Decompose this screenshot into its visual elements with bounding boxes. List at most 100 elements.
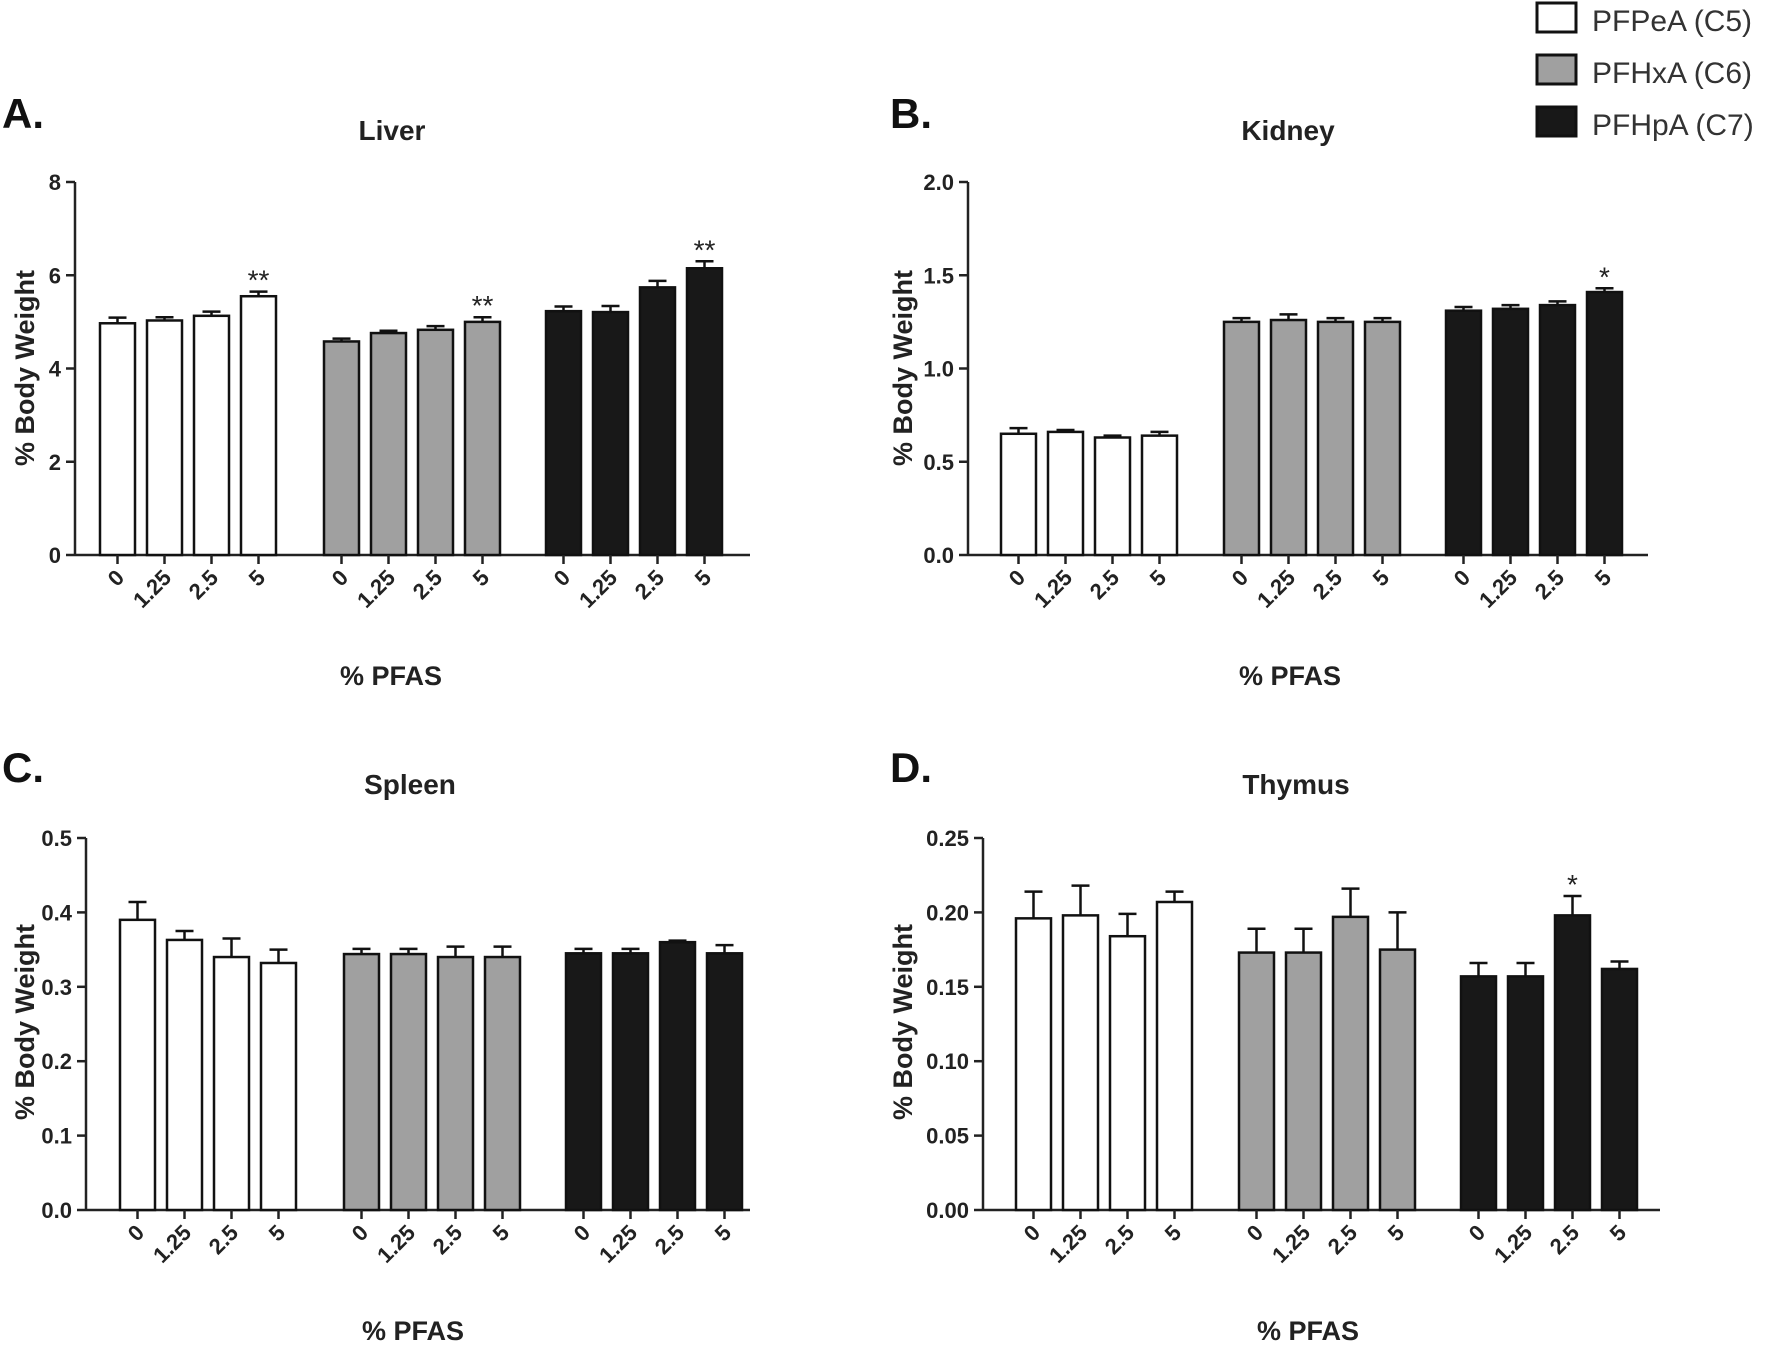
bar [369, 331, 408, 557]
y-tick-label: 0.2 [41, 1049, 72, 1074]
x-tick-label: 2.5 [1530, 565, 1569, 604]
y-axis-label: % Body Weight [888, 924, 918, 1120]
significance-marker: * [1567, 869, 1578, 900]
x-tick-label: 5 [1160, 1220, 1186, 1246]
x-axis-label: % PFAS [362, 1316, 464, 1346]
bar [165, 938, 204, 1212]
x-tick-label: 2.5 [1308, 565, 1347, 604]
bar [1378, 948, 1417, 1212]
x-tick-label: 1.25 [1267, 1220, 1315, 1268]
y-tick-label: 0.5 [923, 450, 954, 475]
y-tick-label: 6 [49, 263, 61, 288]
legend: PFPeA (C5) PFHxA (C6) PFHpA (C7) [1535, 1, 1754, 142]
bar [1093, 436, 1132, 557]
significance-marker: ** [694, 234, 716, 265]
y-tick-label: 0.5 [41, 826, 72, 851]
y-tick-label: 0.1 [41, 1124, 72, 1149]
x-tick-label: 1.25 [128, 565, 176, 613]
bar [1237, 951, 1276, 1212]
x-tick-label: 0 [347, 1220, 373, 1246]
x-tick-label: 5 [1368, 565, 1394, 591]
y-axis-label: % Body Weight [10, 270, 40, 466]
x-tick-label: 0 [327, 565, 353, 591]
bar [259, 961, 298, 1212]
bar [1538, 303, 1577, 557]
bar [436, 955, 475, 1212]
x-tick-label: 2.5 [1323, 1220, 1362, 1259]
bar [1491, 307, 1530, 557]
bar [544, 309, 583, 557]
bar [463, 320, 502, 557]
legend-label-pfhxa: PFHxA (C6) [1592, 57, 1752, 90]
bar [342, 952, 381, 1212]
bar [1014, 917, 1053, 1212]
bar [1316, 320, 1355, 557]
bar [483, 955, 522, 1212]
panel-letter: B. [890, 90, 932, 137]
x-axis-label: % PFAS [1239, 661, 1341, 691]
x-tick-label: 0 [1242, 1220, 1268, 1246]
y-tick-label: 0.00 [926, 1198, 969, 1223]
significance-marker: ** [472, 290, 494, 321]
x-tick-label: 1.25 [1044, 1220, 1092, 1268]
x-tick-label: 2.5 [630, 565, 669, 604]
y-tick-label: 0.05 [926, 1124, 969, 1149]
bar [685, 267, 724, 557]
legend-item-pfhpa: PFHpA (C7) [1535, 105, 1754, 142]
y-tick-label: 0 [49, 543, 61, 568]
x-tick-label: 1.25 [352, 565, 400, 613]
x-tick-label: 1.25 [1252, 565, 1300, 613]
y-tick-label: 0.4 [41, 900, 72, 925]
bar [192, 314, 231, 557]
bar [658, 940, 697, 1212]
bar [1140, 434, 1179, 557]
bar [212, 955, 251, 1212]
x-tick-label: 0 [569, 1220, 595, 1246]
x-tick-label: 2.5 [1100, 1220, 1139, 1259]
panel-letter: D. [890, 744, 932, 791]
x-tick-label: 5 [690, 565, 716, 591]
y-tick-label: 0.25 [926, 826, 969, 851]
x-tick-label: 2.5 [204, 1220, 243, 1259]
x-tick-label: 0 [549, 565, 575, 591]
bar [1331, 915, 1370, 1212]
y-tick-label: 0.20 [926, 900, 969, 925]
bar [1444, 309, 1483, 557]
x-tick-label: 5 [264, 1220, 290, 1246]
x-tick-label: 1.25 [148, 1220, 196, 1268]
panel-title: Liver [359, 115, 426, 146]
bar [1506, 975, 1545, 1212]
x-tick-label: 5 [1590, 565, 1616, 591]
legend-item-pfhxa: PFHxA (C6) [1535, 53, 1752, 90]
y-tick-label: 0.0 [41, 1198, 72, 1223]
panel-title: Kidney [1241, 115, 1335, 146]
bar [1600, 967, 1639, 1212]
y-axis-label: % Body Weight [10, 924, 40, 1120]
x-tick-label: 0 [123, 1220, 149, 1246]
bar [1155, 900, 1194, 1212]
bar [1363, 320, 1402, 557]
plot-area: 0.000.050.100.150.200.250 1.25 2.5 5 0 1.25 2.… [926, 826, 1660, 1268]
bar [389, 952, 428, 1212]
panel-letter: A. [2, 90, 44, 137]
bar [1108, 934, 1147, 1212]
bar [145, 319, 184, 557]
x-tick-label: 5 [1383, 1220, 1409, 1246]
x-tick-label: 5 [488, 1220, 514, 1246]
x-tick-label: 1.25 [1489, 1220, 1537, 1268]
x-tick-label: 0 [1449, 565, 1475, 591]
y-tick-label: 2 [49, 450, 61, 475]
bar [1046, 430, 1085, 557]
bar [118, 918, 157, 1212]
x-tick-label: 0 [103, 565, 129, 591]
x-tick-label: 5 [1145, 565, 1171, 591]
bar [239, 294, 278, 557]
bar [1269, 318, 1308, 557]
y-tick-label: 1.0 [923, 357, 954, 382]
x-tick-label: 1.25 [574, 565, 622, 613]
x-tick-label: 5 [710, 1220, 736, 1246]
x-axis-label: % PFAS [340, 661, 442, 691]
